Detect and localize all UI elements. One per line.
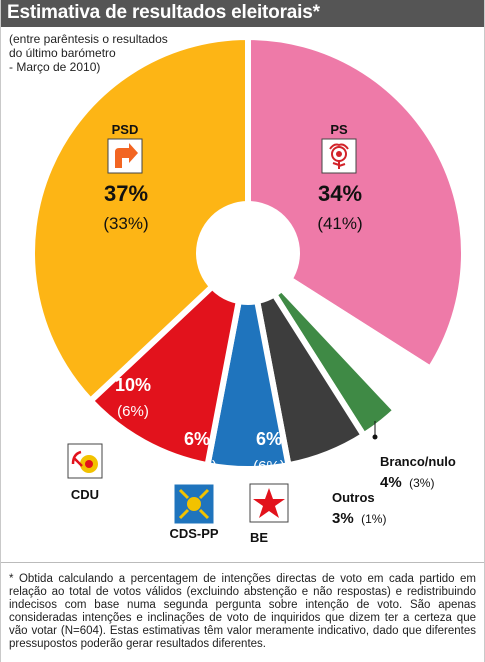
slice-psd (29, 34, 251, 404)
hammer-sickle-icon (67, 443, 103, 479)
psd-arrow-icon (107, 138, 143, 174)
ps-previous: (41%) (317, 214, 362, 233)
chart-subtitle: (entre parêntesis o resultados do último… (9, 32, 209, 74)
cds-pp-previous: (10%) (177, 458, 217, 475)
cdu-value: 10% (115, 375, 151, 395)
cdu-name: CDU (71, 487, 99, 502)
outros-name: Outros (332, 490, 375, 505)
outros-value: 3% (332, 510, 354, 527)
slices-layer (29, 34, 467, 472)
be-previous: (6%) (253, 458, 285, 475)
outros-previous: (1%) (361, 512, 386, 526)
subtitle-line: do último barómetro (9, 46, 116, 60)
cdu-previous: (6%) (117, 403, 149, 420)
branco-percent-line: 4% (3%) (380, 474, 434, 491)
chart-title: Estimativa de resultados eleitorais* (7, 2, 320, 23)
be-value: 6% (256, 429, 282, 449)
be-star-icon (249, 483, 289, 523)
rose-icon (321, 138, 357, 174)
subtitle-line: - Março de 2010) (9, 60, 101, 74)
cds-pp-icon (173, 483, 215, 525)
slice-cdu (87, 250, 251, 469)
branco-value: 4% (380, 474, 402, 491)
footnote: * Obtida calculando a percentagem de int… (1, 562, 484, 662)
branco-previous: (3%) (409, 476, 434, 490)
ps-value: 34% (318, 181, 362, 206)
be-name: BE (250, 530, 268, 545)
psd-value: 37% (104, 181, 148, 206)
subtitle-line: (entre parêntesis o resultados (9, 32, 168, 46)
psd-previous: (33%) (103, 214, 148, 233)
branco-name: Branco/nulo (380, 454, 456, 469)
donut-hole (196, 201, 300, 305)
cds-pp-name: CDS-PP (169, 526, 218, 541)
donut-chart: PSD 37% (33%) PS 34% (41%) 10% (6%) CDU … (29, 34, 467, 545)
psd-name: PSD (112, 122, 139, 137)
cds-pp-value: 6% (184, 429, 210, 449)
branco-leader-dot (372, 434, 378, 440)
ps-name: PS (330, 122, 348, 137)
title-bar: Estimativa de resultados eleitorais* (1, 0, 484, 27)
outros-percent-line: 3% (1%) (332, 510, 386, 527)
